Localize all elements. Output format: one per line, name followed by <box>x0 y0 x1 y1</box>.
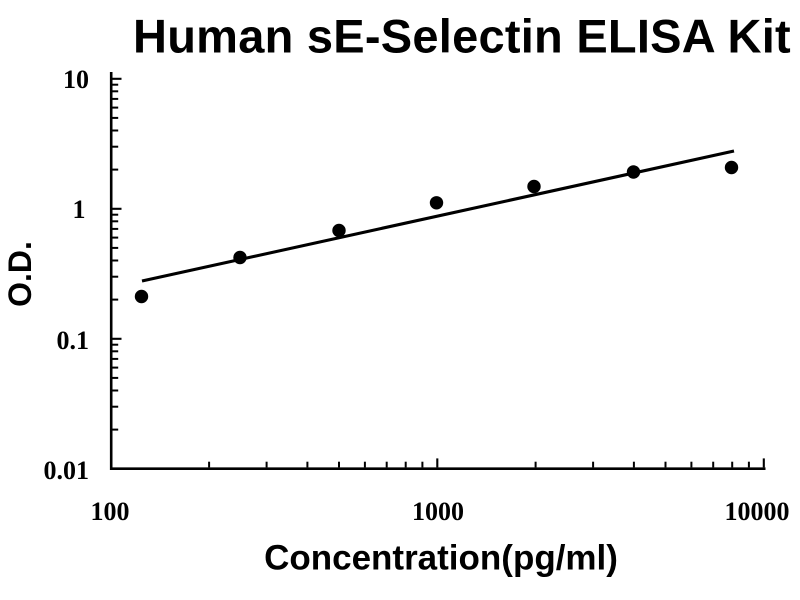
svg-text:10000: 10000 <box>725 497 790 526</box>
svg-text:Concentration(pg/ml): Concentration(pg/ml) <box>264 539 618 578</box>
svg-text:100: 100 <box>91 497 130 526</box>
svg-text:10: 10 <box>63 65 89 94</box>
svg-text:1: 1 <box>73 195 86 224</box>
svg-text:0.1: 0.1 <box>57 326 90 355</box>
svg-text:0.01: 0.01 <box>44 456 90 485</box>
svg-text:O.D.: O.D. <box>2 241 38 307</box>
svg-text:Human sE-Selectin ELISA Kit: Human sE-Selectin ELISA Kit <box>133 9 791 62</box>
svg-text:1000: 1000 <box>412 497 464 526</box>
